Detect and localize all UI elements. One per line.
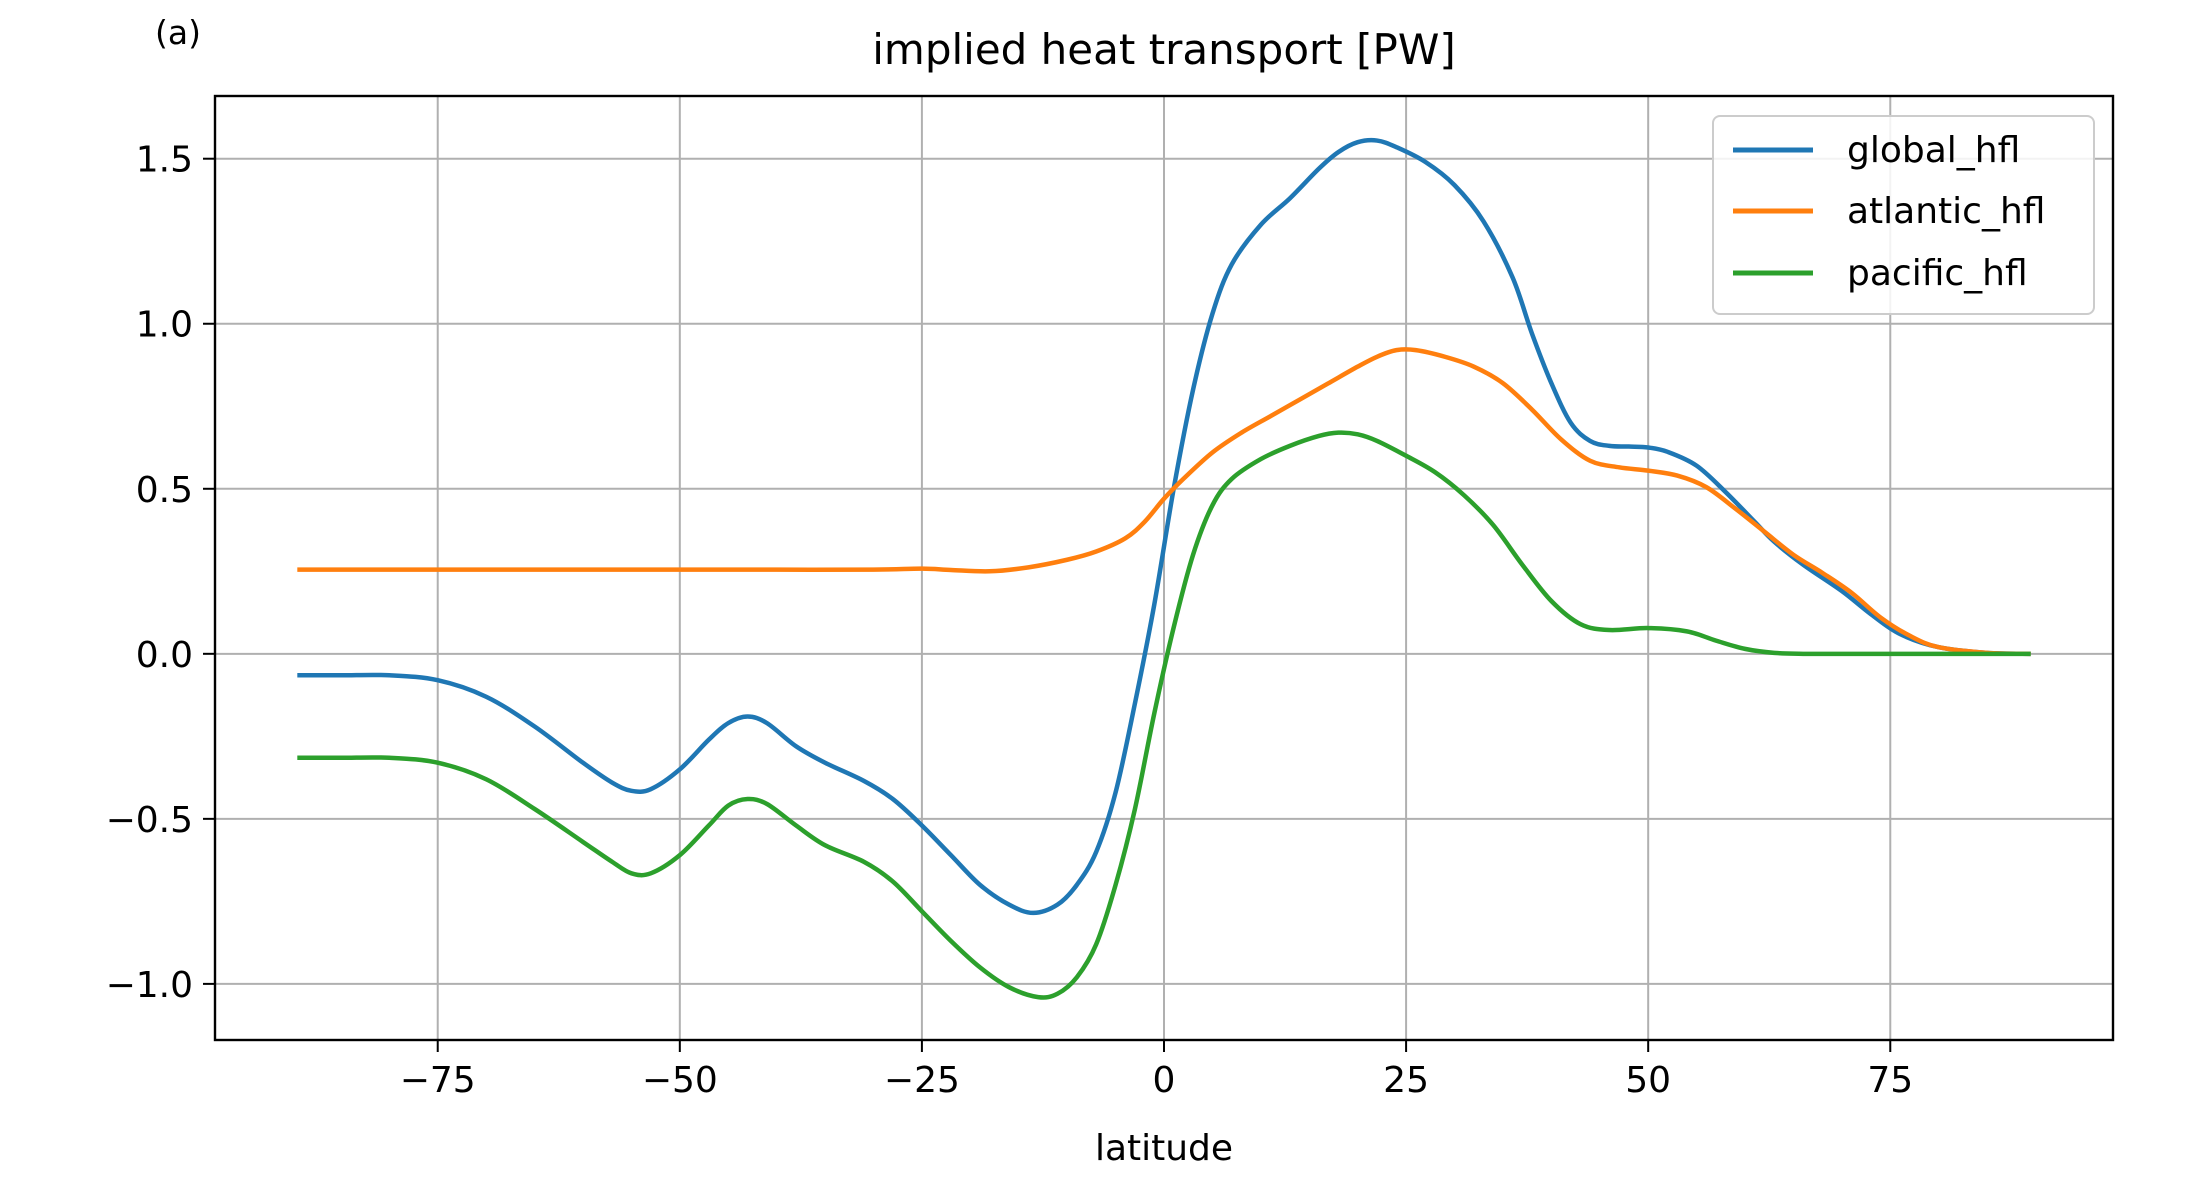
y-axis: −1.0 −0.5 0.0 0.5 1.0 1.5 (106, 140, 215, 1006)
legend-label-atlantic: atlantic_hfl (1847, 191, 2045, 232)
x-tick-label: −25 (884, 1060, 960, 1101)
legend-label-pacific: pacific_hfl (1847, 253, 2028, 294)
y-tick-label: 0.5 (136, 470, 193, 511)
panel-label: (a) (155, 13, 201, 52)
series-line-global_hfl (297, 137, 2031, 916)
x-tick-label: −50 (642, 1060, 718, 1101)
legend-box (1712, 115, 2095, 315)
legend: global_hfl atlantic_hfl pacific_hfl (1712, 115, 2095, 315)
x-axis: −75 −50 −25 0 25 50 75 (400, 1040, 1913, 1101)
x-tick-label: 50 (1625, 1060, 1671, 1101)
y-tick-label: 1.0 (136, 305, 193, 346)
series-layer (297, 137, 2031, 1000)
x-axis-label: latitude (1095, 1128, 1233, 1169)
y-tick-label: 0.0 (136, 635, 193, 676)
series-line-pacific_hfl (297, 430, 2031, 1000)
legend-label-global: global_hfl (1847, 130, 2020, 171)
y-tick-label: −1.0 (106, 965, 193, 1006)
x-tick-label: 25 (1383, 1060, 1429, 1101)
y-tick-label: −0.5 (106, 800, 193, 841)
x-tick-label: 0 (1153, 1060, 1176, 1101)
chart-title: implied heat transport [PW] (872, 25, 1456, 74)
series-line-atlantic_hfl (297, 347, 2031, 657)
x-tick-label: 75 (1867, 1060, 1913, 1101)
x-tick-label: −75 (400, 1060, 476, 1101)
y-tick-label: 1.5 (136, 140, 193, 181)
